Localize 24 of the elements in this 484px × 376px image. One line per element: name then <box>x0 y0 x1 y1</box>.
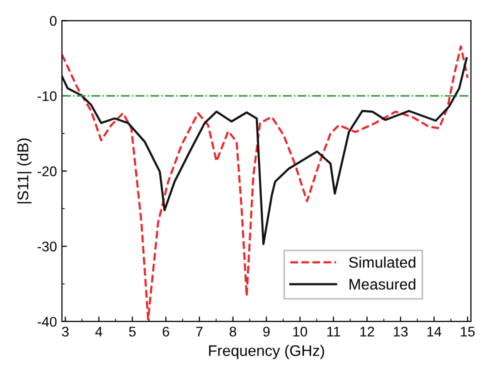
x-tick-label: 6 <box>162 326 170 337</box>
line-series <box>62 57 468 246</box>
x-tick-label: 11 <box>327 326 340 336</box>
y-tick-label: -30 <box>38 242 57 252</box>
x-tick-label: 4 <box>95 326 102 336</box>
x-tick-label: 15 <box>460 326 475 337</box>
y-tick-label: -40 <box>38 316 57 327</box>
x-tick-label: 3 <box>62 326 69 337</box>
y-axis-title: |S11| (dB) <box>17 138 32 204</box>
x-tick-label: 14 <box>427 326 442 336</box>
x-tick-label: 8 <box>230 326 236 337</box>
x-tick-label: 9 <box>263 326 270 337</box>
x-axis-title: Frequency (GHz) <box>209 344 324 360</box>
x-tick-label: 5 <box>129 326 136 337</box>
y-tick-label: -20 <box>38 166 57 176</box>
x-tick-label: 10 <box>293 326 308 337</box>
legend-label: Simulated <box>349 256 416 268</box>
x-tick-label: 13 <box>394 326 408 337</box>
x-tick-label: 12 <box>360 326 374 336</box>
legend-label: Measured <box>350 278 416 290</box>
x-tick-label: 7 <box>196 326 203 336</box>
y-tick-label: -10 <box>38 91 57 102</box>
y-tick-label: 0 <box>50 16 57 26</box>
line-series <box>62 45 469 320</box>
